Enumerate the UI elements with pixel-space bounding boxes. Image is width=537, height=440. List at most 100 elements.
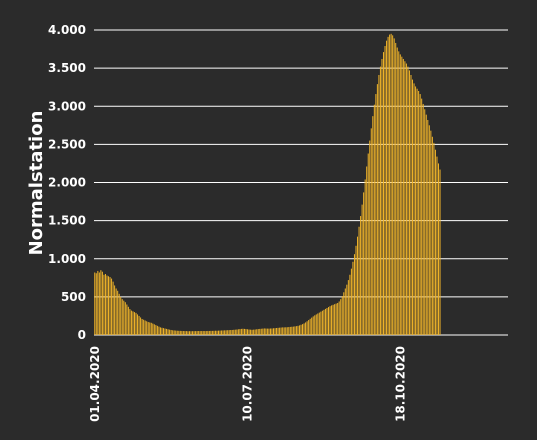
bar xyxy=(251,329,253,335)
bar xyxy=(138,315,140,335)
bar xyxy=(126,304,128,335)
bar xyxy=(219,330,221,335)
bar xyxy=(382,52,384,336)
bar xyxy=(315,314,317,335)
bar xyxy=(163,328,165,335)
bar xyxy=(294,326,296,335)
bar xyxy=(416,88,418,336)
bar xyxy=(198,331,200,335)
bar xyxy=(410,74,412,336)
bar xyxy=(331,305,333,335)
bar xyxy=(367,153,369,335)
bar xyxy=(143,319,145,335)
bar xyxy=(285,327,287,335)
bar xyxy=(95,273,97,335)
bar xyxy=(129,309,131,335)
bar xyxy=(111,278,113,335)
bar xyxy=(214,330,216,335)
bar xyxy=(239,329,241,335)
bar xyxy=(259,328,261,335)
bar xyxy=(120,296,122,336)
bar xyxy=(117,290,119,335)
bar xyxy=(262,328,264,335)
bar xyxy=(437,163,439,335)
bar xyxy=(103,274,105,335)
bar xyxy=(137,314,139,335)
bar xyxy=(193,331,195,335)
bar xyxy=(245,329,247,335)
bar xyxy=(121,299,123,335)
bar xyxy=(187,331,189,335)
bar xyxy=(326,308,328,335)
bar xyxy=(135,312,137,335)
bar xyxy=(227,330,229,335)
bar xyxy=(384,46,386,335)
y-axis-tick-labels: 0 500 1.000 1.500 2.000 2.500 3.000 3.500 4.000 xyxy=(48,23,86,342)
bar xyxy=(422,103,424,336)
bar xyxy=(430,130,432,335)
bar xyxy=(412,79,414,335)
bar xyxy=(175,330,177,335)
bar xyxy=(276,327,278,335)
bar xyxy=(100,270,102,335)
bar xyxy=(378,74,380,336)
bar xyxy=(108,276,110,335)
y-tick-label: 0 xyxy=(78,328,86,342)
bar xyxy=(353,254,355,335)
bar xyxy=(266,328,268,335)
x-tick-label: 10.07.2020 xyxy=(241,346,255,422)
bar xyxy=(106,275,108,335)
bar xyxy=(208,330,210,335)
bar xyxy=(153,324,155,335)
bar xyxy=(328,307,329,335)
bar xyxy=(155,325,157,335)
bar xyxy=(295,326,297,335)
bar xyxy=(112,281,114,336)
bar xyxy=(439,169,441,335)
bar xyxy=(184,331,186,335)
bar xyxy=(182,331,184,335)
bar xyxy=(195,331,197,335)
bar xyxy=(250,329,252,335)
y-tick-label: 500 xyxy=(61,290,86,304)
bar xyxy=(144,320,146,335)
bar xyxy=(405,63,407,336)
bar xyxy=(390,33,392,336)
bar xyxy=(398,51,400,335)
bar xyxy=(166,328,168,335)
bar xyxy=(311,317,313,335)
bar xyxy=(320,311,322,335)
bar xyxy=(396,47,398,335)
bar xyxy=(231,329,233,335)
bar xyxy=(233,329,235,335)
bar xyxy=(265,328,267,335)
bar xyxy=(149,322,151,335)
bar xyxy=(150,322,152,335)
bar xyxy=(115,288,117,335)
bar xyxy=(332,304,334,335)
bar xyxy=(381,58,383,335)
bar xyxy=(257,329,259,335)
bar xyxy=(434,149,436,335)
bar xyxy=(104,274,106,335)
bar xyxy=(280,327,282,335)
bar xyxy=(101,271,103,335)
grid-lines xyxy=(94,29,508,336)
bar xyxy=(130,310,132,335)
bar xyxy=(207,330,209,335)
bar xyxy=(263,328,265,335)
y-axis-title: Normalstation xyxy=(26,111,47,256)
bar xyxy=(230,330,232,335)
bar xyxy=(303,323,305,335)
bar xyxy=(346,284,348,335)
bar xyxy=(253,329,255,335)
bar xyxy=(355,245,357,335)
bar xyxy=(334,304,336,335)
bar xyxy=(298,325,300,335)
bar xyxy=(210,330,212,335)
bar xyxy=(98,272,100,335)
bar xyxy=(314,315,316,335)
bar xyxy=(335,303,337,335)
bar xyxy=(312,316,314,335)
bar xyxy=(169,329,171,335)
